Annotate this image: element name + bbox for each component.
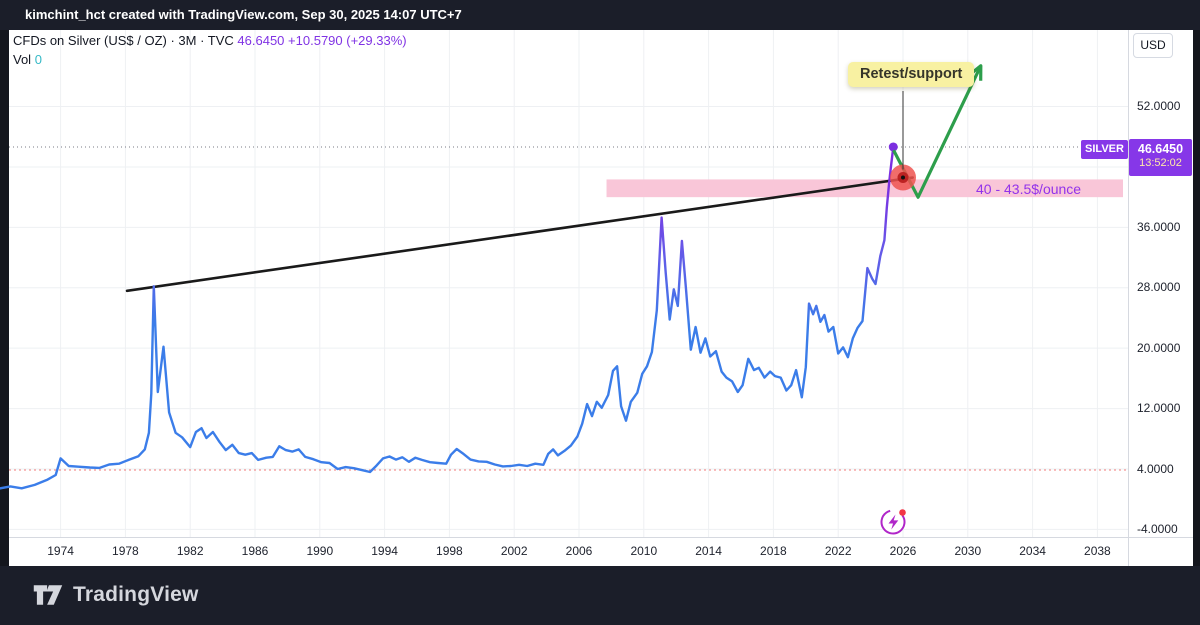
- badge-price: 46.6450: [1137, 142, 1184, 156]
- left-edge-strip: [0, 30, 9, 566]
- gridlines: [9, 30, 1128, 537]
- year-tick-label: 2030: [954, 544, 982, 558]
- currency-toggle-button[interactable]: USD: [1133, 33, 1173, 58]
- symbol-title[interactable]: CFDs on Silver (US$ / OZ) · 3M · TVC: [13, 33, 234, 48]
- year-tick-label: 1990: [306, 544, 334, 558]
- symbol-name-badge: SILVER: [1081, 140, 1128, 159]
- badge-countdown: 13:52:02: [1139, 157, 1182, 169]
- year-tick-label: 2010: [630, 544, 658, 558]
- attribution-bar: kimchint_hct created with TradingView.co…: [0, 0, 1200, 30]
- support-band-label[interactable]: 40 - 43.5$/ounce: [976, 181, 1082, 197]
- price-tick-label: -4.0000: [1137, 521, 1178, 536]
- volume-value: 0: [34, 52, 42, 67]
- price-tick-label: 4.0000: [1137, 461, 1174, 476]
- attribution-text: kimchint_hct created with TradingView.co…: [25, 7, 462, 22]
- year-tick-label: 2038: [1084, 544, 1111, 558]
- year-tick-label: 2002: [500, 544, 528, 558]
- trendline: [125, 176, 915, 293]
- year-tick-label: 2022: [824, 544, 852, 558]
- retest-support-label[interactable]: Retest/support: [848, 62, 975, 87]
- year-tick-label: 2018: [760, 544, 787, 558]
- year-tick-label: 2014: [695, 544, 722, 558]
- footer-bar: [0, 566, 1200, 625]
- price-change: +10.5790: [288, 33, 343, 48]
- year-tick-label: 1994: [371, 544, 398, 558]
- chart-legend: CFDs on Silver (US$ / OZ) · 3M · TVC 46.…: [13, 33, 407, 67]
- price-tick-label: 52.0000: [1137, 99, 1181, 114]
- year-tick-label: 2006: [565, 544, 593, 558]
- last-price-badge: 46.6450 13:52:02: [1129, 139, 1192, 176]
- retest-marker-circle: [890, 164, 916, 191]
- price-axis-separator: [1128, 30, 1129, 566]
- reference-lines: [9, 146, 1128, 471]
- year-tick-label: 2034: [1019, 544, 1046, 558]
- support-band: [606, 179, 1123, 198]
- year-tick-label: 1986: [241, 544, 269, 558]
- chart-background: [9, 30, 1193, 566]
- last-price: 46.6450: [237, 33, 285, 48]
- price-change-percent: (+29.33%): [346, 33, 407, 48]
- lightning-badge-icon[interactable]: [877, 506, 909, 538]
- tradingview-logo[interactable]: TradingView: [32, 582, 199, 608]
- year-tick-label: 1998: [436, 544, 463, 558]
- price-tick-label: 28.0000: [1137, 280, 1181, 295]
- price-tick-label: 20.0000: [1137, 340, 1181, 355]
- price-tick-label: 12.0000: [1137, 401, 1181, 416]
- tradingview-logo-text: TradingView: [73, 583, 199, 606]
- tradingview-logo-icon: [33, 585, 63, 605]
- volume-label[interactable]: Vol: [13, 52, 32, 67]
- year-tick-label: 1974: [47, 544, 74, 558]
- year-tick-label: 1978: [112, 544, 139, 558]
- silver-price-line: [0, 142, 898, 490]
- year-tick-label: 1982: [176, 544, 204, 558]
- year-tick-label: 2026: [889, 544, 917, 558]
- price-tick-label: 36.0000: [1137, 219, 1181, 234]
- time-axis-separator: [9, 537, 1193, 538]
- right-edge-strip: [1193, 30, 1200, 566]
- notification-dot: [899, 509, 906, 516]
